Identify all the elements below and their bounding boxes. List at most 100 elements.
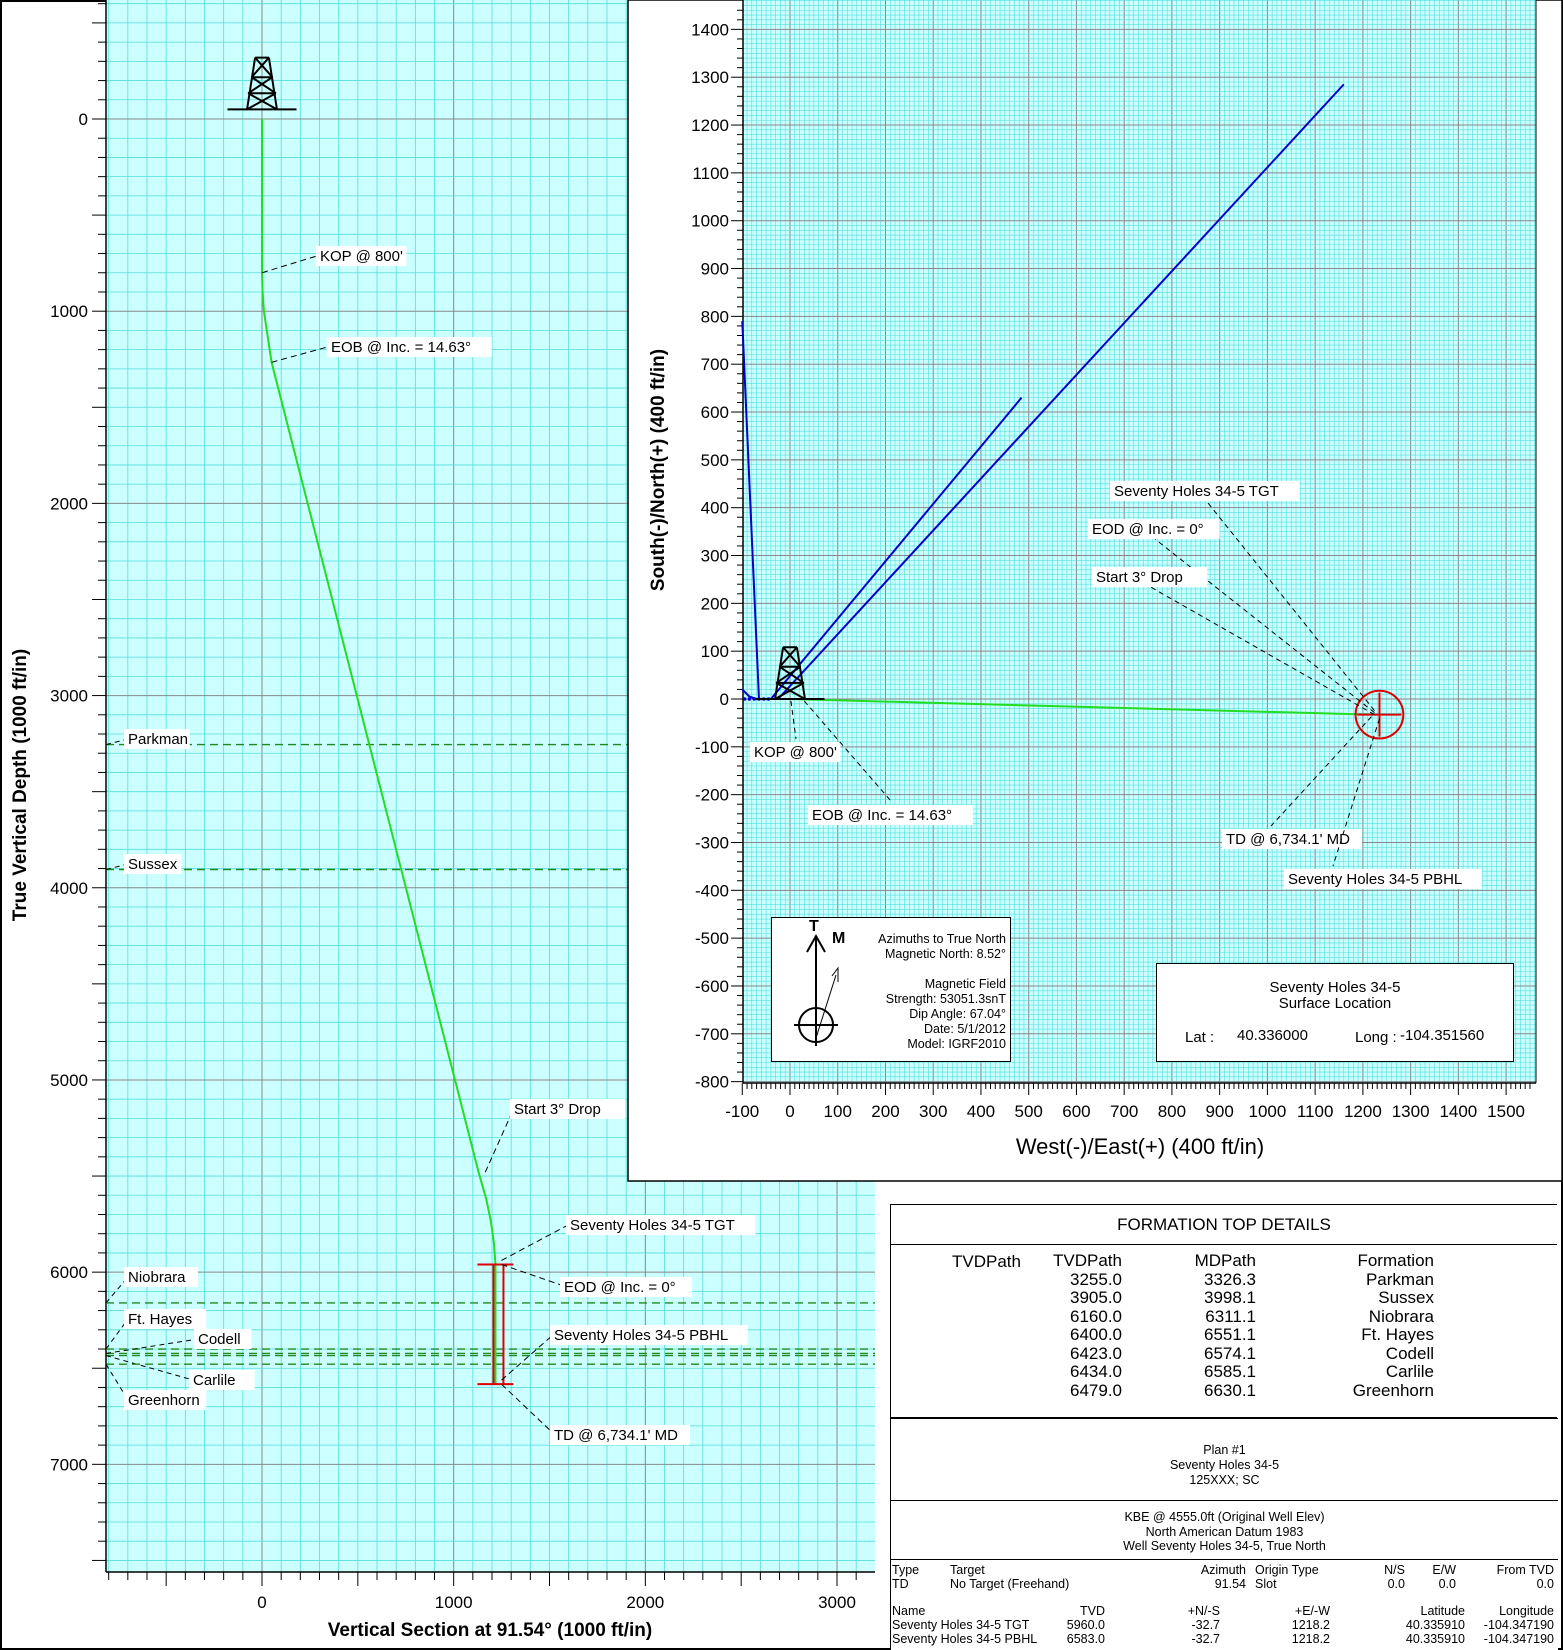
rig-line xyxy=(250,56,270,78)
vs-annotation-label-bg xyxy=(550,1425,690,1445)
vs-annotation-label-bg xyxy=(566,1215,756,1235)
target-long-cell: -104.347190 xyxy=(1483,1618,1554,1632)
plan-y-tick-label: 700 xyxy=(701,355,729,374)
vs-x-tick-label: 3000 xyxy=(818,1593,856,1612)
north-info-line: Dip Angle: 67.04° xyxy=(909,1007,1006,1021)
vs-annotation-leader xyxy=(261,254,321,274)
formation-cell: Codell xyxy=(1385,1343,1434,1363)
plan-y-tick-label: 800 xyxy=(701,307,729,326)
plan-y-tick-label: -200 xyxy=(695,786,729,805)
md-cell: 6551.1 xyxy=(1204,1325,1256,1344)
rig-line xyxy=(246,57,257,110)
ns-header: N/S xyxy=(1384,1563,1405,1577)
md-cell: 6585.1 xyxy=(1204,1362,1256,1381)
formation-label: Sussex xyxy=(128,856,178,873)
target-long-cell: -104.347190 xyxy=(1483,1632,1554,1646)
offset-well-dot xyxy=(747,697,752,701)
vs-annotation-leader xyxy=(271,345,332,363)
plan-annotation-label-bg xyxy=(1284,869,1482,889)
north-info-line: Azimuths to True North xyxy=(878,932,1006,946)
formation-label-bg xyxy=(189,1370,255,1390)
formation-table-title: FORMATION TOP DETAILS xyxy=(1117,1215,1331,1234)
plan-x-tick-label: 1200 xyxy=(1344,1102,1382,1121)
tvd-cell: 6160.0 xyxy=(1070,1306,1122,1326)
formation-label-bg xyxy=(194,1329,252,1349)
target-lat-cell: 40.335910 xyxy=(1405,1632,1465,1646)
plan-annotation-label-bg xyxy=(808,805,973,825)
vs-y-tick-label: 5000 xyxy=(50,1071,88,1090)
target-cell: No Target (Freehand) xyxy=(950,1577,1070,1591)
vs-y-tick-label: 7000 xyxy=(50,1455,88,1474)
formation-label-bg xyxy=(124,729,190,749)
plan-info-line: Plan #1 xyxy=(1203,1443,1246,1457)
rig-line xyxy=(247,76,273,95)
formation-cell: Niobrara xyxy=(1368,1306,1434,1326)
plan-x-tick-label: 500 xyxy=(1015,1102,1043,1121)
type-header: Type xyxy=(892,1563,920,1577)
vs-y-tick-label: 3000 xyxy=(50,687,88,706)
plan-y-tick-label: 300 xyxy=(701,547,729,566)
plan-annotation-label-bg xyxy=(1222,829,1362,849)
plan-annotation-leader xyxy=(1332,718,1380,867)
plan-annotation-label: Seventy Holes 34-5 TGT xyxy=(1114,483,1279,500)
vs-annotation-label: Start 3° Drop xyxy=(514,1101,601,1118)
plan-x-tick-label: 1300 xyxy=(1392,1102,1430,1121)
plan-x-tick-label: 100 xyxy=(824,1102,852,1121)
plan-annotation-leader xyxy=(803,700,893,803)
vs-x-tick-label: 1000 xyxy=(435,1593,473,1612)
plan-y-tick-label: -700 xyxy=(695,1025,729,1044)
formation-name-col: Formation Parkman Sussex Niobrara Ft. Ha… xyxy=(1330,1251,1434,1400)
origin-type-header: Origin Type xyxy=(1255,1563,1319,1577)
vs-annotation-leader xyxy=(501,1383,555,1435)
formation-label: Codell xyxy=(198,1331,241,1348)
formation-cell: Greenhorn xyxy=(1352,1380,1434,1400)
plan-x-tick-label: 1400 xyxy=(1439,1102,1477,1121)
vs-annotation-label-bg xyxy=(550,1325,748,1345)
target-name-cell: Seventy Holes 34-5 PBHL xyxy=(892,1632,1038,1646)
plan-y-tick-label: -500 xyxy=(695,929,729,948)
vs-annotation-label-bg xyxy=(327,337,492,357)
vs-y-tick-label: 1000 xyxy=(50,302,88,321)
from-tvd-cell: 0.0 xyxy=(1536,1577,1554,1591)
md-cell: 3326.3 xyxy=(1204,1269,1256,1289)
tvd-cell: 6423.0 xyxy=(1070,1343,1122,1363)
formation-leader xyxy=(105,1355,194,1381)
tvd-cell: 6479.0 xyxy=(1070,1380,1122,1400)
type-cell: TD xyxy=(892,1577,909,1591)
formation-tvd-col: TVDPath 3255.0 3905.0 6160.0 6400.0 6423… xyxy=(1040,1251,1122,1400)
magnetic-north-label: M xyxy=(832,930,846,947)
tvd-header: TVDPath xyxy=(1053,1251,1122,1270)
tvd-cell: 6434.0 xyxy=(1070,1362,1122,1381)
vs-annotation-label: TD @ 6,734.1' MD xyxy=(554,1427,678,1444)
vs-x-axis-title: Vertical Section at 91.54° (1000 ft/in) xyxy=(328,1620,652,1641)
surface-location-box: Seventy Holes 34-5 Surface Location Lat … xyxy=(1156,963,1514,1062)
plan-annotation-leader xyxy=(1270,716,1372,827)
rig-line xyxy=(251,76,277,95)
ns-cell: 0.0 xyxy=(1387,1577,1405,1591)
plan-y-tick-label: 1300 xyxy=(691,68,729,87)
target-tvd-cell: 6583.0 xyxy=(1066,1632,1105,1646)
lat-label: Lat : xyxy=(1185,1029,1215,1046)
tvd-header: TVDPath xyxy=(952,1252,1021,1271)
datum-line: North American Datum 1983 xyxy=(1145,1524,1304,1539)
plan-y-tick-label: 900 xyxy=(701,260,729,279)
rig-line xyxy=(779,665,805,684)
longitude-header: Longitude xyxy=(1499,1604,1554,1618)
plan-annotation-label-bg xyxy=(1110,481,1300,501)
plan-x-tick-label: 300 xyxy=(919,1102,947,1121)
azimuth-header: Azimuth xyxy=(1200,1563,1246,1577)
drilling-rig-icon xyxy=(227,56,297,111)
north-reference-box: T M Azimuths to True North Magnetic Nort… xyxy=(771,917,1011,1062)
formation-header: Formation xyxy=(1357,1251,1434,1270)
datum-line: KBE @ 4555.0ft (Original Well Elev) xyxy=(1124,1510,1325,1524)
vs-x-tick-label: 0 xyxy=(257,1593,266,1612)
north-arrow-icon xyxy=(794,933,839,1046)
plan-info-line: Seventy Holes 34-5 xyxy=(1169,1458,1280,1472)
plan-y-tick-label: -300 xyxy=(695,833,729,852)
plan-annotation-label: Start 3° Drop xyxy=(1096,569,1183,586)
ns-header: +N/-S xyxy=(1187,1604,1220,1618)
plan-x-tick-label: -100 xyxy=(725,1102,759,1121)
north-info-line: Model: IGRF2010 xyxy=(907,1037,1006,1051)
plan-y-tick-label: 0 xyxy=(720,690,729,709)
plan-info-line: 125XXX; SC xyxy=(1189,1473,1260,1487)
